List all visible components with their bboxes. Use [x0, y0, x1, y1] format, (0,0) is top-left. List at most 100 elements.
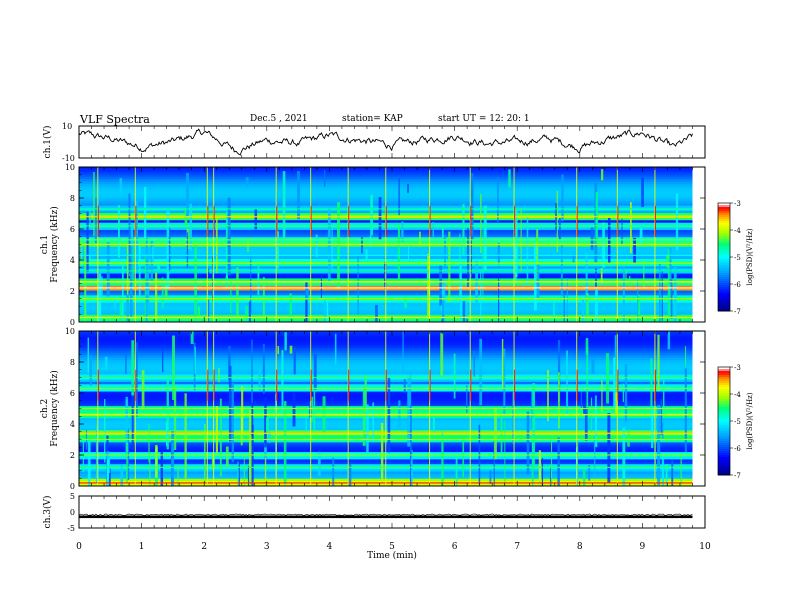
ch1-colorbar-step — [718, 293, 730, 296]
ch2-noise-streak — [87, 337, 89, 374]
ch2-colorbar-step — [718, 399, 730, 402]
ch1-noise-streak — [189, 203, 192, 251]
ch2-noise-streak — [241, 386, 244, 435]
ch1-colorbar-step — [718, 271, 730, 274]
ch2-noise-streak — [538, 450, 542, 486]
ch2-noise-streak — [532, 383, 536, 466]
ch2-noise-streak — [432, 417, 435, 433]
ch1-colorbar-step — [718, 287, 730, 290]
ch1-colorbar-step — [718, 237, 730, 240]
ch1-noise-streak — [558, 218, 561, 240]
ch2-noise-streak — [148, 423, 150, 463]
ch2-colorbar-step — [718, 391, 730, 394]
ch2-noise-streak — [262, 343, 265, 394]
ch2-y-tick-label: 2 — [70, 451, 75, 460]
ch2-noise-streak — [311, 396, 314, 423]
ch1-noise-streak — [154, 272, 158, 322]
ch1-noise-streak — [459, 261, 462, 321]
ch2-noise-streak — [651, 406, 654, 449]
ch2-noise-streak — [398, 400, 401, 428]
ch1-colorbar-step — [718, 261, 730, 264]
ch1-colorbar-step — [718, 301, 730, 304]
ch2-noise-streak — [125, 355, 127, 374]
ch2-colorbar-step — [718, 401, 730, 404]
ch2-noise-streak — [251, 339, 253, 406]
ch1-noise-streak — [498, 273, 500, 322]
ch1-noise-streak — [297, 171, 300, 220]
ch2-noise-streak — [479, 338, 483, 406]
ch1-noise-streak — [84, 244, 87, 322]
ch2-noise-streak — [550, 468, 552, 486]
ch2-colorbar-step — [718, 437, 730, 440]
ch1-noise-streak — [250, 259, 252, 313]
ch2-colorbar-step — [718, 455, 730, 458]
ch1-noise-streak — [305, 282, 308, 322]
ch2-noise-streak — [120, 464, 124, 486]
ch1-colorbar-step — [718, 209, 730, 212]
ch1-noise-streak — [378, 197, 382, 241]
ch1-noise-streak — [427, 253, 430, 317]
ch1-colorbar-step — [718, 239, 730, 242]
ch2-y-tick-label: 8 — [70, 358, 75, 367]
ch2-noise-streak — [409, 446, 412, 486]
ch2-noise-streak — [601, 380, 603, 412]
ch1-noise-streak — [595, 192, 598, 244]
x-tick-label: 5 — [389, 542, 395, 552]
ch2-noise-streak — [106, 460, 109, 486]
ch1-noise-streak — [625, 269, 627, 282]
ch3-waveform-line — [78, 513, 693, 516]
ch2-colorbar-step — [718, 397, 730, 400]
ch1-noise-streak — [361, 237, 363, 254]
ch2-colorbar-step — [718, 369, 730, 372]
ch1-noise-streak — [419, 231, 421, 246]
ch1-noise-streak — [441, 301, 445, 322]
ch1-noise-streak — [629, 202, 632, 254]
ch1-noise-streak — [600, 169, 604, 181]
ch2-noise-streak — [268, 431, 271, 443]
ch1-noise-streak — [633, 237, 637, 264]
recording-date: Dec.5 , 2021 — [250, 114, 308, 124]
ch2-colorbar-tick-label: -7 — [734, 472, 741, 480]
station-label: station= KAP — [342, 114, 403, 124]
ch1-noise-streak — [94, 198, 97, 244]
ch2-noise-streak — [162, 345, 164, 373]
ch2-colorbar-step — [718, 463, 730, 466]
ch1-colorbar-step — [718, 211, 730, 214]
ch2-noise-streak — [557, 340, 561, 402]
ch1-colorbar-step — [718, 273, 730, 276]
ch1-noise-streak — [323, 300, 326, 322]
ch2-noise-streak — [149, 452, 151, 486]
ch1-noise-streak — [673, 298, 676, 322]
ch1-noise-streak — [365, 249, 368, 260]
ch1-noise-streak — [370, 194, 373, 236]
ch1-colorbar-step — [718, 215, 730, 218]
ch1-noise-streak — [126, 294, 129, 322]
ch2-noise-streak — [177, 465, 179, 486]
ch1-noise-streak — [586, 293, 589, 322]
ch1-noise-streak — [426, 270, 430, 281]
ch2-noise-streak — [550, 440, 553, 486]
ch1-colorbar-step — [718, 227, 730, 230]
ch1-noise-streak — [145, 237, 148, 322]
ch2-noise-streak — [526, 411, 530, 475]
ch2-noise-streak — [566, 350, 569, 415]
ch1-noise-streak — [480, 270, 482, 322]
ch1-noise-streak — [166, 211, 170, 290]
ch2-noise-streak — [131, 383, 134, 451]
ch1-colorbar-step — [718, 257, 730, 260]
ch1-colorbar-step — [718, 225, 730, 228]
ch2-colorbar-step — [718, 395, 730, 398]
ch1-noise-streak — [118, 205, 120, 258]
ch1-y-tick-label: 10 — [65, 163, 75, 172]
ch2-noise-streak — [219, 398, 222, 477]
ch1-noise-streak — [207, 298, 210, 322]
ch1-noise-streak — [161, 277, 164, 309]
ch2-noise-streak — [155, 444, 158, 478]
ch2-colorbar-step — [718, 453, 730, 456]
ch1-noise-streak — [581, 298, 584, 321]
ch2-noise-streak — [493, 441, 495, 486]
ch2-noise-streak — [251, 402, 254, 437]
ch1-colorbar-tick-label: -6 — [734, 281, 741, 289]
ch2-noise-streak — [595, 433, 598, 448]
ch2-noise-streak — [284, 332, 287, 351]
